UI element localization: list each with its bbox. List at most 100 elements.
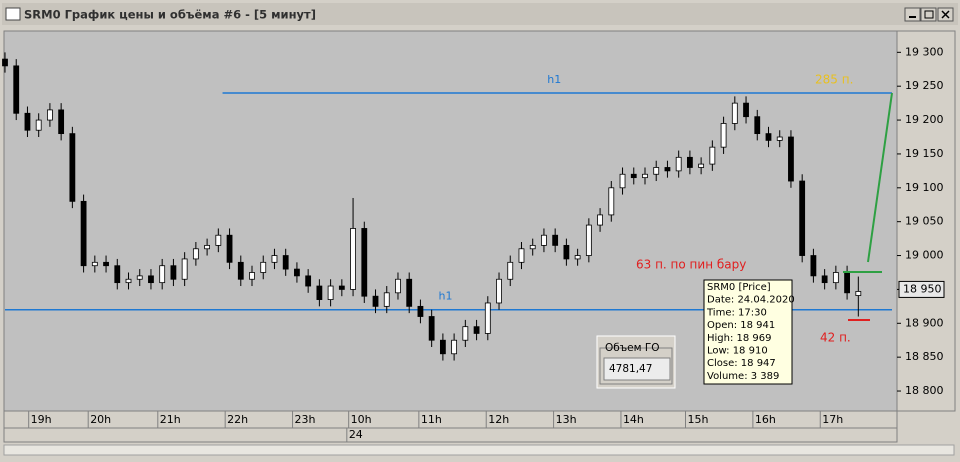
candle-body	[316, 285, 323, 300]
y-tick-label: 19 000	[905, 249, 944, 262]
tooltip-line: Volume: 3 389	[707, 371, 779, 382]
candle-body	[361, 228, 368, 297]
x-tick-label: 14h	[623, 413, 644, 426]
panel-field	[603, 357, 671, 381]
candle-body	[574, 255, 581, 260]
candle-body	[417, 305, 424, 317]
candle-body	[282, 255, 289, 270]
candle-body	[125, 278, 132, 284]
x-tick-label: 17h	[822, 413, 843, 426]
window-title: SRM0 График цены и объёма #6 - [5 минут]	[24, 8, 316, 22]
y-tick-label: 19 050	[905, 215, 944, 228]
y-tick-label: 19 300	[905, 45, 944, 58]
icon	[941, 10, 950, 19]
candle-body	[406, 278, 413, 307]
y-tick-label: 18 900	[905, 316, 944, 329]
candle-body	[350, 228, 356, 290]
tooltip-line: Close: 18 947	[707, 358, 776, 369]
candle-body	[653, 167, 660, 175]
panel-title: Объем ГО	[605, 342, 660, 354]
candle-body	[181, 258, 188, 280]
candle-body	[271, 255, 278, 263]
tooltip-line: Time: 17:30	[706, 307, 767, 318]
candle-body	[563, 244, 570, 260]
candle-body	[372, 295, 379, 307]
scrollbar[interactable]	[3, 444, 955, 456]
candle-body	[80, 200, 87, 267]
panel-value: 4781,47	[609, 363, 652, 375]
candle-body	[552, 234, 559, 246]
y-tick-label: 19 100	[905, 181, 944, 194]
candle-body	[249, 272, 255, 280]
price-axis	[896, 30, 956, 412]
candle-body	[451, 339, 458, 355]
x-tick-label: 16h	[755, 413, 776, 426]
y-tick-label: 18 850	[905, 350, 944, 363]
window-buttons[interactable]	[904, 7, 954, 22]
candle-body	[765, 133, 772, 141]
candle-body	[597, 214, 603, 226]
candle-body	[754, 116, 761, 135]
candle-body	[675, 156, 682, 172]
tooltip-line: SRM0 [Price]	[707, 282, 771, 293]
x-tick-label: 22h	[227, 413, 248, 426]
y-tick-label: 19 150	[905, 147, 944, 160]
tooltip-line: Open: 18 941	[707, 320, 775, 331]
candle-body	[327, 285, 334, 300]
candle-body	[103, 261, 109, 267]
candle-body	[383, 292, 390, 307]
level-label: h1	[439, 290, 453, 303]
candle-body	[788, 136, 794, 182]
candle-body	[832, 272, 839, 284]
date-axis	[3, 427, 898, 443]
annotation: 285 п.	[815, 73, 853, 87]
minimize-button[interactable]	[904, 7, 921, 22]
tooltip	[703, 279, 793, 385]
y-tick-label: 19 200	[905, 113, 944, 126]
candle-body	[35, 119, 42, 131]
candle-body	[799, 180, 806, 256]
x-tick-label: 12h	[488, 413, 509, 426]
candle-body	[642, 173, 648, 179]
candle-body	[428, 316, 435, 341]
candle-body	[630, 173, 637, 179]
candle-body	[664, 167, 671, 172]
y-tick-label: 19 250	[905, 79, 944, 92]
candle-body	[58, 109, 65, 135]
x-tick-label: 21h	[160, 413, 181, 426]
y-tick-label: 18 800	[905, 384, 944, 397]
candle-body	[69, 133, 76, 202]
candle-body	[855, 291, 862, 296]
title-bar	[2, 3, 958, 25]
maximize-button[interactable]	[920, 7, 937, 22]
candle-body	[237, 261, 244, 280]
candle-body	[776, 136, 783, 141]
candle-body	[170, 265, 177, 280]
candle-body	[731, 102, 738, 124]
last-price-label: 18 950	[903, 282, 942, 295]
candle-body	[2, 58, 8, 67]
candle-body	[507, 261, 514, 280]
candle-body	[810, 255, 817, 277]
candle-body	[462, 326, 469, 341]
x-tick-label: 23h	[295, 413, 316, 426]
date-tick-label: 24	[349, 428, 363, 441]
candle-body	[159, 265, 166, 284]
candle-body	[91, 261, 98, 267]
candle-body	[844, 272, 850, 294]
candle-body	[148, 275, 154, 284]
candle-body	[47, 109, 53, 121]
tooltip-line: Date: 24.04.2020	[707, 295, 795, 306]
tooltip-line: High: 18 969	[707, 333, 772, 344]
candle-body	[585, 224, 592, 256]
candle-body	[395, 278, 401, 294]
x-tick-label: 13h	[556, 413, 577, 426]
panel-frame	[599, 347, 673, 385]
candle-body	[114, 265, 121, 284]
candle-body	[518, 248, 525, 263]
candle-body	[698, 163, 705, 168]
icon	[924, 10, 934, 19]
candle-body	[439, 339, 446, 355]
